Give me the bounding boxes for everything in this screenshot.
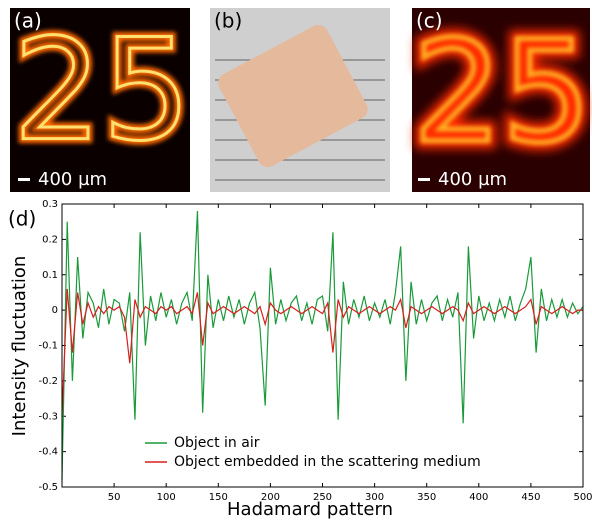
panel-c: 25 25 (c) 400 µm [412, 8, 591, 192]
y-tick-label: 0.2 [42, 234, 58, 245]
y-tick-label: 0.1 [42, 270, 58, 281]
y-tick-label: 0 [52, 305, 58, 316]
x-tick-label: 150 [209, 492, 228, 503]
panel-a: 25 25 (a) 400 µm [10, 8, 191, 192]
y-tick-label: -0.3 [38, 411, 58, 422]
y-tick-label: -0.1 [38, 341, 58, 352]
x-tick-label: 100 [157, 492, 176, 503]
series-line [62, 211, 583, 480]
y-tick-label: 0.3 [42, 199, 58, 210]
x-tick-label: 200 [261, 492, 280, 503]
image-content: 25 [13, 10, 191, 173]
x-tick-label: 500 [573, 492, 592, 503]
scale-bar-label: 400 µm [38, 169, 107, 190]
panel-label: (a) [14, 9, 42, 33]
panel-label: (b) [214, 9, 242, 33]
series-line [62, 289, 583, 416]
x-tick-label: 300 [365, 492, 384, 503]
legend-label: Object in air [174, 435, 260, 451]
figure: 25 25 (a) 400 µm (b) 25 25 (c) 400 µm (d… [0, 0, 592, 522]
x-tick-label: 400 [469, 492, 488, 503]
image-content: 25 [413, 12, 591, 175]
x-tick-label: 350 [417, 492, 436, 503]
y-tick-label: -0.5 [38, 482, 58, 493]
scale-bar-label: 400 µm [438, 169, 507, 190]
y-tick-label: -0.4 [38, 447, 58, 458]
plot: -0.5 -0.4 -0.3 -0.2 -0.1 0 0.1 0.2 0.3 50 100 150 20… [38, 199, 592, 503]
y-axis-label: Intensity fluctuation [9, 256, 30, 437]
panel-label: (d) [8, 207, 36, 231]
x-tick-label: 450 [521, 492, 540, 503]
panel-b: (b) [210, 8, 390, 192]
legend-label: Object embedded in the scattering medium [174, 454, 481, 470]
panel-label: (c) [416, 9, 443, 33]
x-tick-label: 50 [108, 492, 121, 503]
y-tick-label: -0.2 [38, 376, 58, 387]
x-tick-label: 250 [313, 492, 332, 503]
